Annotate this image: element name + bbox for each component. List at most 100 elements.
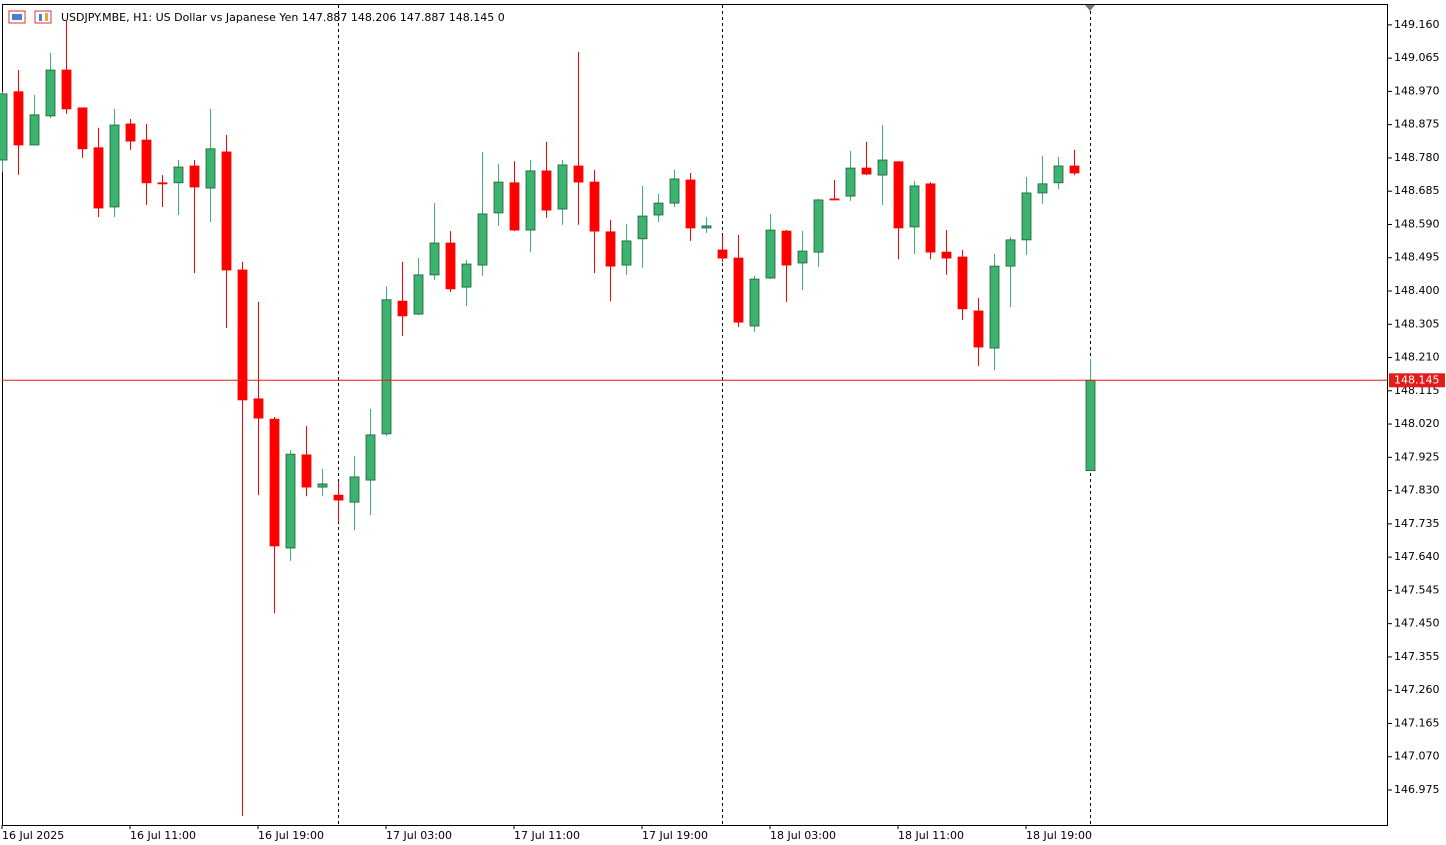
- candle-body: [365, 434, 376, 481]
- candle-body: [1069, 165, 1080, 174]
- candle-body: [61, 69, 72, 110]
- candle-body: [0, 93, 8, 161]
- candle-body: [189, 165, 200, 188]
- x-tick-label: 18 Jul 19:00: [1026, 829, 1092, 842]
- candle-body: [925, 183, 936, 253]
- candle-body: [77, 107, 88, 150]
- plot-frame: [2, 4, 1388, 826]
- candle-body: [845, 167, 856, 197]
- candle-body: [525, 170, 536, 231]
- candle-body: [381, 299, 392, 435]
- candle-body: [173, 166, 184, 184]
- candle-body: [1053, 165, 1064, 184]
- candle-body: [413, 274, 424, 315]
- candle-body: [941, 251, 952, 259]
- candle-body: [733, 257, 744, 323]
- icon: [39, 14, 42, 21]
- y-tick-label: 146.975: [1394, 783, 1440, 796]
- candle-body: [877, 159, 888, 176]
- candle-body: [429, 242, 440, 276]
- candle-body: [637, 215, 648, 240]
- candle-body: [461, 263, 472, 288]
- candle-body: [1005, 239, 1016, 267]
- candle-body: [669, 178, 680, 204]
- candle-body: [909, 185, 920, 228]
- candle-body: [861, 167, 872, 175]
- candle-body: [141, 139, 152, 184]
- x-tick-label: 17 Jul 19:00: [642, 829, 708, 842]
- y-tick-label: 149.160: [1394, 18, 1440, 31]
- icon: [45, 13, 48, 21]
- current-price-label: 148.145: [1394, 373, 1440, 386]
- candle-body: [509, 182, 520, 231]
- candle-body: [301, 454, 312, 488]
- candle-body: [29, 114, 40, 146]
- candle-body: [45, 69, 56, 117]
- current-price-box: [1389, 373, 1445, 388]
- candle-body: [557, 164, 568, 210]
- y-tick-label: 148.495: [1394, 251, 1440, 264]
- candle-body: [1037, 183, 1048, 194]
- candle-body: [893, 161, 904, 229]
- y-tick-label: 148.400: [1394, 284, 1440, 297]
- y-tick-label: 148.210: [1394, 351, 1440, 364]
- candle-body: [653, 202, 664, 216]
- candle-body: [957, 256, 968, 310]
- y-tick-label: 147.640: [1394, 550, 1440, 563]
- y-tick-label: 147.450: [1394, 617, 1440, 630]
- x-tick-label: 18 Jul 03:00: [770, 829, 836, 842]
- candle-body: [589, 181, 600, 232]
- y-tick-label: 148.970: [1394, 84, 1440, 97]
- candle-body: [445, 242, 456, 290]
- candle-body: [989, 265, 1000, 349]
- candle-body: [973, 310, 984, 348]
- candle-body: [205, 148, 216, 189]
- x-tick-label: 17 Jul 11:00: [514, 829, 580, 842]
- y-tick-label: 147.735: [1394, 517, 1440, 530]
- y-tick-label: 147.260: [1394, 683, 1440, 696]
- candle-body: [13, 91, 24, 146]
- candle-body: [813, 199, 824, 253]
- y-tick-label: 147.165: [1394, 716, 1440, 729]
- icon: [34, 10, 52, 24]
- candle-body: [397, 300, 408, 317]
- candle-body: [797, 250, 808, 264]
- y-tick-label: 148.590: [1394, 217, 1440, 230]
- candle-body: [621, 240, 632, 266]
- y-tick-label: 147.925: [1394, 450, 1440, 463]
- candle-body: [781, 230, 792, 266]
- y-tick-label: 147.070: [1394, 750, 1440, 763]
- y-tick-label: 148.780: [1394, 151, 1440, 164]
- candle-body: [237, 269, 248, 401]
- candle-body: [541, 170, 552, 211]
- chart-title: USDJPY.MBE, H1: US Dollar vs Japanese Ye…: [61, 11, 505, 24]
- y-tick-label: 148.305: [1394, 317, 1440, 330]
- y-tick-label: 147.355: [1394, 650, 1440, 663]
- y-tick-label: 148.685: [1394, 184, 1440, 197]
- x-tick-label: 16 Jul 19:00: [258, 829, 324, 842]
- x-tick-label: 18 Jul 11:00: [898, 829, 964, 842]
- candle-body: [349, 476, 360, 503]
- toolbar-icons: [8, 10, 52, 24]
- candle-body: [765, 229, 776, 279]
- candle-body: [829, 198, 840, 201]
- candle-body: [1085, 379, 1096, 472]
- candle-body: [253, 398, 264, 419]
- candle-body: [605, 231, 616, 267]
- y-tick-label: 148.020: [1394, 417, 1440, 430]
- candle-body: [333, 494, 344, 501]
- candle-body: [109, 124, 120, 208]
- shift-marker: [1085, 5, 1095, 11]
- candle-body: [269, 418, 280, 547]
- candle-body: [1021, 192, 1032, 241]
- candle-body: [749, 278, 760, 327]
- y-tick-label: 147.545: [1394, 583, 1440, 596]
- candle-body: [125, 123, 136, 142]
- y-tick-label: 147.830: [1394, 484, 1440, 497]
- x-tick-label: 17 Jul 03:00: [386, 829, 452, 842]
- candle-body: [701, 225, 712, 229]
- candle-body: [685, 179, 696, 229]
- icon: [12, 14, 22, 20]
- candle-body: [93, 147, 104, 209]
